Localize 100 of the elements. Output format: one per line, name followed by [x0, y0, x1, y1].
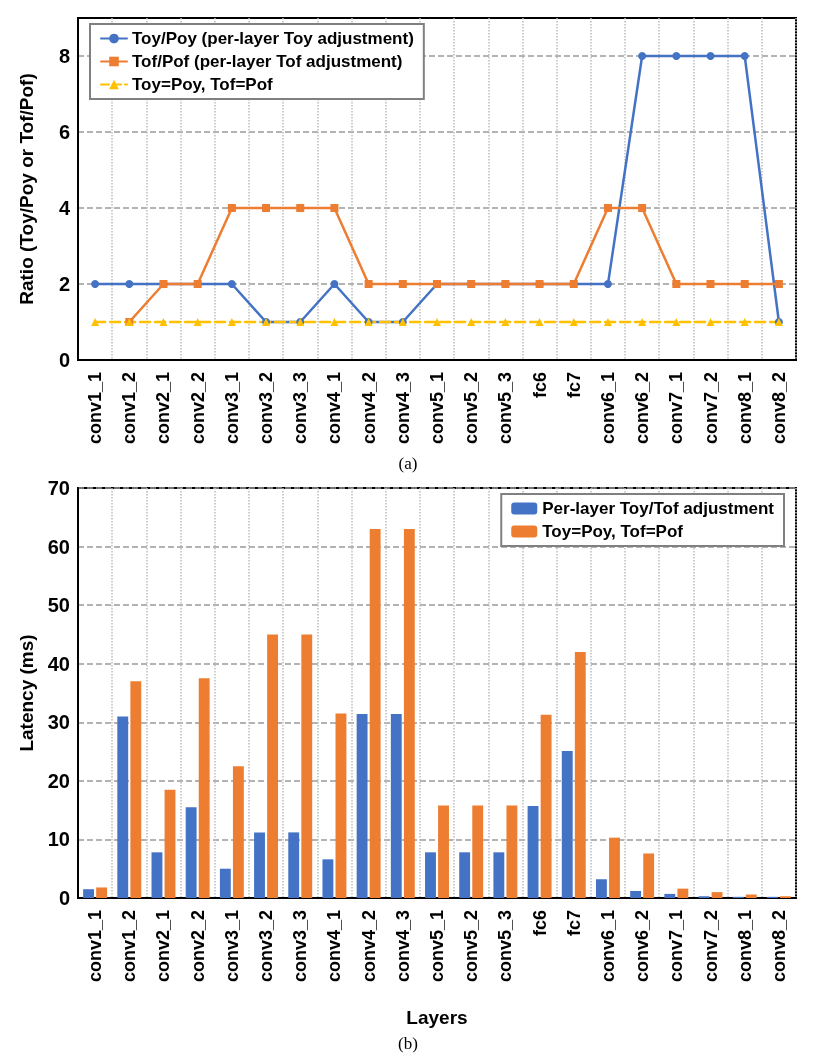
bar	[390, 714, 402, 898]
bar	[151, 852, 163, 898]
point	[603, 280, 612, 288]
x-tick-label: conv3_1	[221, 910, 242, 983]
point	[706, 52, 715, 60]
y-tick-label: 8	[58, 45, 70, 67]
x-tick-label: conv3_2	[256, 910, 277, 983]
point	[638, 204, 647, 212]
bar	[198, 678, 210, 898]
bar	[472, 805, 484, 898]
x-tick-label: fc6	[529, 372, 550, 399]
x-tick-label: fc7	[563, 910, 584, 937]
x-tick-label: conv1_1	[85, 910, 106, 983]
legend-label: Tof/Pof (per-layer Tof adjustment)	[132, 52, 403, 71]
x-tick-label: fc6	[529, 910, 550, 937]
bar	[425, 852, 436, 898]
point	[330, 318, 339, 326]
point	[638, 52, 647, 60]
point	[159, 318, 168, 326]
x-tick-label: conv3_2	[256, 372, 277, 445]
point	[740, 280, 749, 288]
y-tick-label: 40	[47, 652, 70, 675]
point	[569, 318, 578, 326]
x-tick-label: conv5_2	[461, 372, 482, 445]
y-tick-label: 2	[58, 273, 70, 295]
point	[672, 318, 681, 326]
x-tick-label: conv7_2	[700, 910, 721, 983]
point	[330, 204, 339, 212]
bar	[219, 868, 231, 898]
bar	[574, 652, 586, 898]
legend-label: Per-layer Toy/Tof adjustment	[542, 499, 775, 518]
x-tick-label: conv2_1	[153, 910, 174, 983]
point	[398, 280, 407, 288]
x-tick-label: conv5_1	[427, 910, 447, 983]
x-tick-label: conv8_1	[734, 910, 755, 983]
point	[535, 318, 544, 326]
bar	[254, 832, 265, 898]
bar	[185, 807, 197, 898]
x-tick-label: conv5_3	[495, 372, 516, 445]
x-tick-label: conv7_1	[666, 910, 687, 983]
x-tick-label: conv8_2	[768, 372, 789, 445]
point	[672, 280, 681, 288]
x-tick-label: conv8_1	[734, 372, 755, 445]
bar	[459, 852, 471, 898]
point	[91, 280, 100, 288]
x-axis-title: Layers	[406, 1007, 468, 1028]
bar	[630, 890, 642, 898]
bar	[369, 529, 381, 898]
point	[740, 318, 749, 326]
bar	[438, 805, 449, 898]
y-tick-label: 50	[47, 594, 70, 617]
x-tick-label: conv4_2	[358, 910, 379, 983]
bar	[356, 714, 368, 898]
x-tick-label: conv3_3	[290, 372, 311, 445]
x-tick-label: conv8_2	[768, 910, 789, 983]
bar	[83, 889, 95, 898]
y-tick-label: 0	[58, 349, 70, 371]
bar	[117, 716, 129, 898]
bar	[677, 888, 689, 898]
x-tick-label: conv6_1	[597, 910, 618, 983]
x-tick-label: conv7_1	[666, 372, 687, 445]
x-tick-label: conv3_1	[221, 372, 242, 445]
point	[262, 204, 271, 212]
point	[227, 204, 236, 212]
x-tick-label: conv4_1	[324, 372, 345, 445]
point	[330, 280, 339, 288]
x-tick-label: conv4_3	[392, 910, 413, 983]
bar	[403, 529, 415, 898]
bar	[609, 837, 620, 898]
point	[467, 318, 476, 326]
bar	[527, 806, 539, 898]
point	[227, 318, 236, 326]
bar	[322, 859, 334, 898]
x-tick-label: conv2_2	[187, 910, 208, 983]
bar	[643, 853, 655, 898]
point	[227, 280, 236, 288]
x-tick-label: conv6_2	[632, 372, 653, 445]
point	[638, 318, 647, 326]
legend-label: Toy/Poy (per-layer Toy adjustment)	[132, 29, 414, 48]
y-tick-label: 6	[58, 121, 70, 143]
text: (b)	[398, 1034, 418, 1053]
legend-label: Toy=Poy, Tof=Pof	[542, 522, 684, 541]
point	[740, 52, 749, 60]
point	[603, 318, 612, 326]
x-tick-label: conv6_2	[632, 910, 653, 983]
x-tick-label: conv3_3	[290, 910, 311, 983]
bar	[506, 805, 518, 898]
x-tick-label: conv1_2	[119, 372, 140, 445]
x-tick-label: conv5_2	[461, 910, 482, 983]
bar	[664, 893, 676, 898]
point	[603, 204, 612, 212]
x-tick-label: conv7_2	[700, 372, 721, 445]
point	[296, 204, 305, 212]
bar	[232, 766, 244, 898]
x-tick-label: fc7	[563, 372, 584, 399]
x-tick-label: conv4_2	[358, 372, 379, 445]
bar	[164, 789, 176, 898]
y-tick-label: 70	[47, 477, 70, 499]
bar	[561, 750, 573, 898]
y-tick-label: 0	[58, 887, 70, 909]
